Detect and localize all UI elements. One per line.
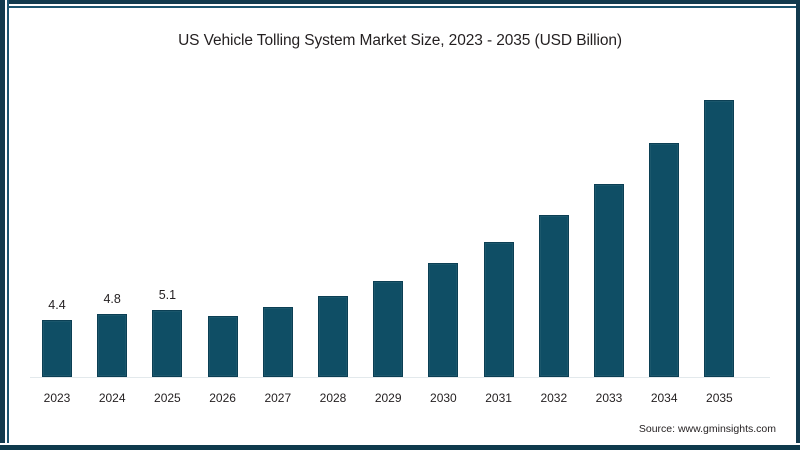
- x-axis-tick-2024: 2024: [98, 391, 126, 405]
- x-axis-tick-2034: 2034: [650, 391, 678, 405]
- frame-border-right: [796, 0, 800, 450]
- frame-border-left-accent: [7, 0, 9, 450]
- x-axis-tick-2033: 2033: [595, 391, 623, 405]
- x-axis-tick-2027: 2027: [264, 391, 292, 405]
- bar-2034[interactable]: [649, 143, 680, 377]
- x-axis-tick-2028: 2028: [319, 391, 347, 405]
- x-axis-tick-2025: 2025: [154, 391, 181, 405]
- bar-value-label-2023: 4.4: [48, 298, 66, 312]
- bar-2029[interactable]: [373, 281, 404, 377]
- frame-border-left-gap: [5, 0, 7, 450]
- bar-2027[interactable]: [262, 307, 293, 377]
- x-axis-tick-2030: 2030: [430, 391, 457, 405]
- bar-value-label-2024: 4.8: [103, 292, 121, 306]
- bar-value-label-2025: 5.1: [158, 288, 177, 302]
- bar-2033[interactable]: [594, 184, 624, 377]
- page-title: US Vehicle Tolling System Market Size, 2…: [178, 32, 622, 49]
- frame-border-bottom: [0, 445, 800, 450]
- source-attribution: Source: www.gminsights.com: [638, 423, 776, 435]
- x-axis-tick-2026: 2026: [209, 391, 236, 405]
- bar-2025[interactable]: [152, 310, 183, 377]
- frame-border-left: [0, 0, 5, 450]
- x-axis-tick-2032: 2032: [540, 391, 568, 405]
- x-axis-tick-2023: 2023: [43, 391, 71, 405]
- bar-2028[interactable]: [318, 296, 348, 377]
- frame-border-top-accent: [0, 6, 800, 8]
- bar-2023[interactable]: [42, 320, 72, 377]
- bar-2024[interactable]: [97, 314, 128, 377]
- x-axis-tick-2031: 2031: [485, 391, 512, 405]
- bar-2031[interactable]: [483, 242, 514, 377]
- frame-border-bottom-gap: [0, 443, 800, 445]
- x-axis-tick-2029: 2029: [374, 391, 402, 405]
- frame-border-top-gap: [0, 4, 800, 6]
- frame-border-top: [0, 0, 800, 4]
- bar-2026[interactable]: [207, 316, 238, 377]
- x-axis-line: [30, 377, 770, 378]
- x-axis-tick-2035: 2035: [706, 391, 733, 405]
- bar-2030[interactable]: [428, 263, 459, 377]
- bar-2035[interactable]: [704, 100, 735, 377]
- bar-2032[interactable]: [538, 215, 569, 377]
